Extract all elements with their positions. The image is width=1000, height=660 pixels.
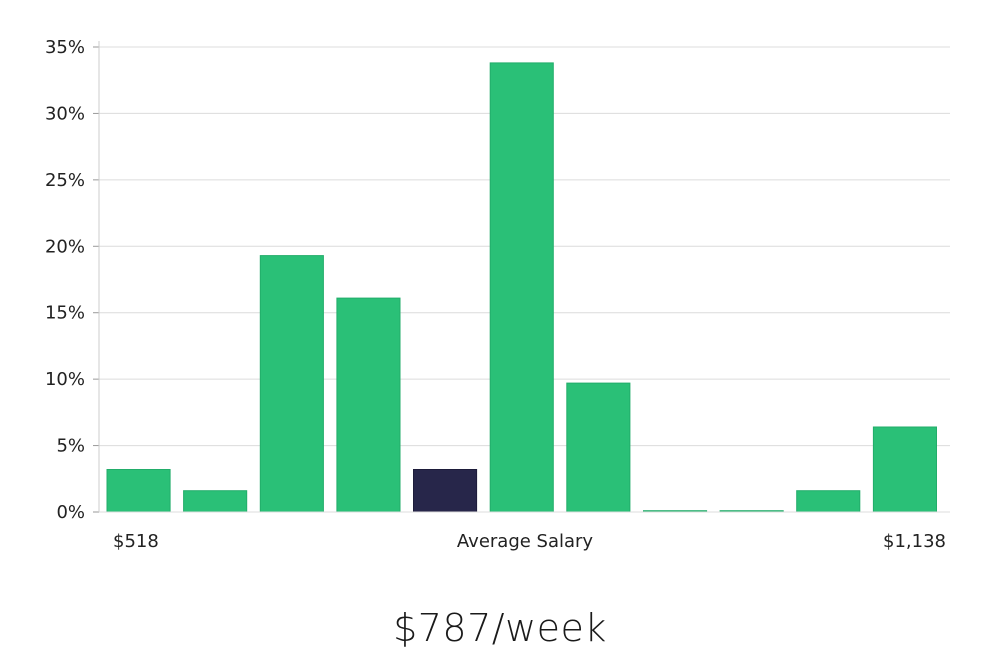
bar xyxy=(183,490,248,513)
y-tick-label: 20% xyxy=(45,236,85,257)
x-label-max: $1,138 xyxy=(883,531,946,552)
salary-histogram: 0% 5% 10% 15% 20% 25% 30% 35% $518 Average Sala… xyxy=(45,37,950,552)
bar-highlighted xyxy=(413,469,478,513)
y-axis-ticks: 0% 5% 10% 15% 20% 25% 30% 35% xyxy=(45,37,99,523)
bar xyxy=(106,469,171,513)
bar xyxy=(566,382,631,513)
y-tick-label: 10% xyxy=(45,369,85,390)
y-tick-label: 30% xyxy=(45,103,85,124)
chart-canvas: 0% 5% 10% 15% 20% 25% 30% 35% $518 Average Sala… xyxy=(45,37,950,552)
bar xyxy=(489,62,554,513)
bars xyxy=(106,62,938,513)
y-tick-label: 25% xyxy=(45,170,85,191)
bar xyxy=(872,426,938,513)
x-label-min: $518 xyxy=(113,531,159,552)
y-tick-label: 5% xyxy=(56,436,85,457)
y-tick-label: 15% xyxy=(45,303,85,324)
x-label-average: Average Salary xyxy=(457,531,594,552)
bar xyxy=(259,255,324,513)
y-tick-label: 35% xyxy=(45,37,85,58)
bar xyxy=(796,490,861,513)
average-weekly-salary: $787/week xyxy=(393,606,607,650)
bar xyxy=(336,297,401,513)
y-tick-label: 0% xyxy=(56,502,85,523)
